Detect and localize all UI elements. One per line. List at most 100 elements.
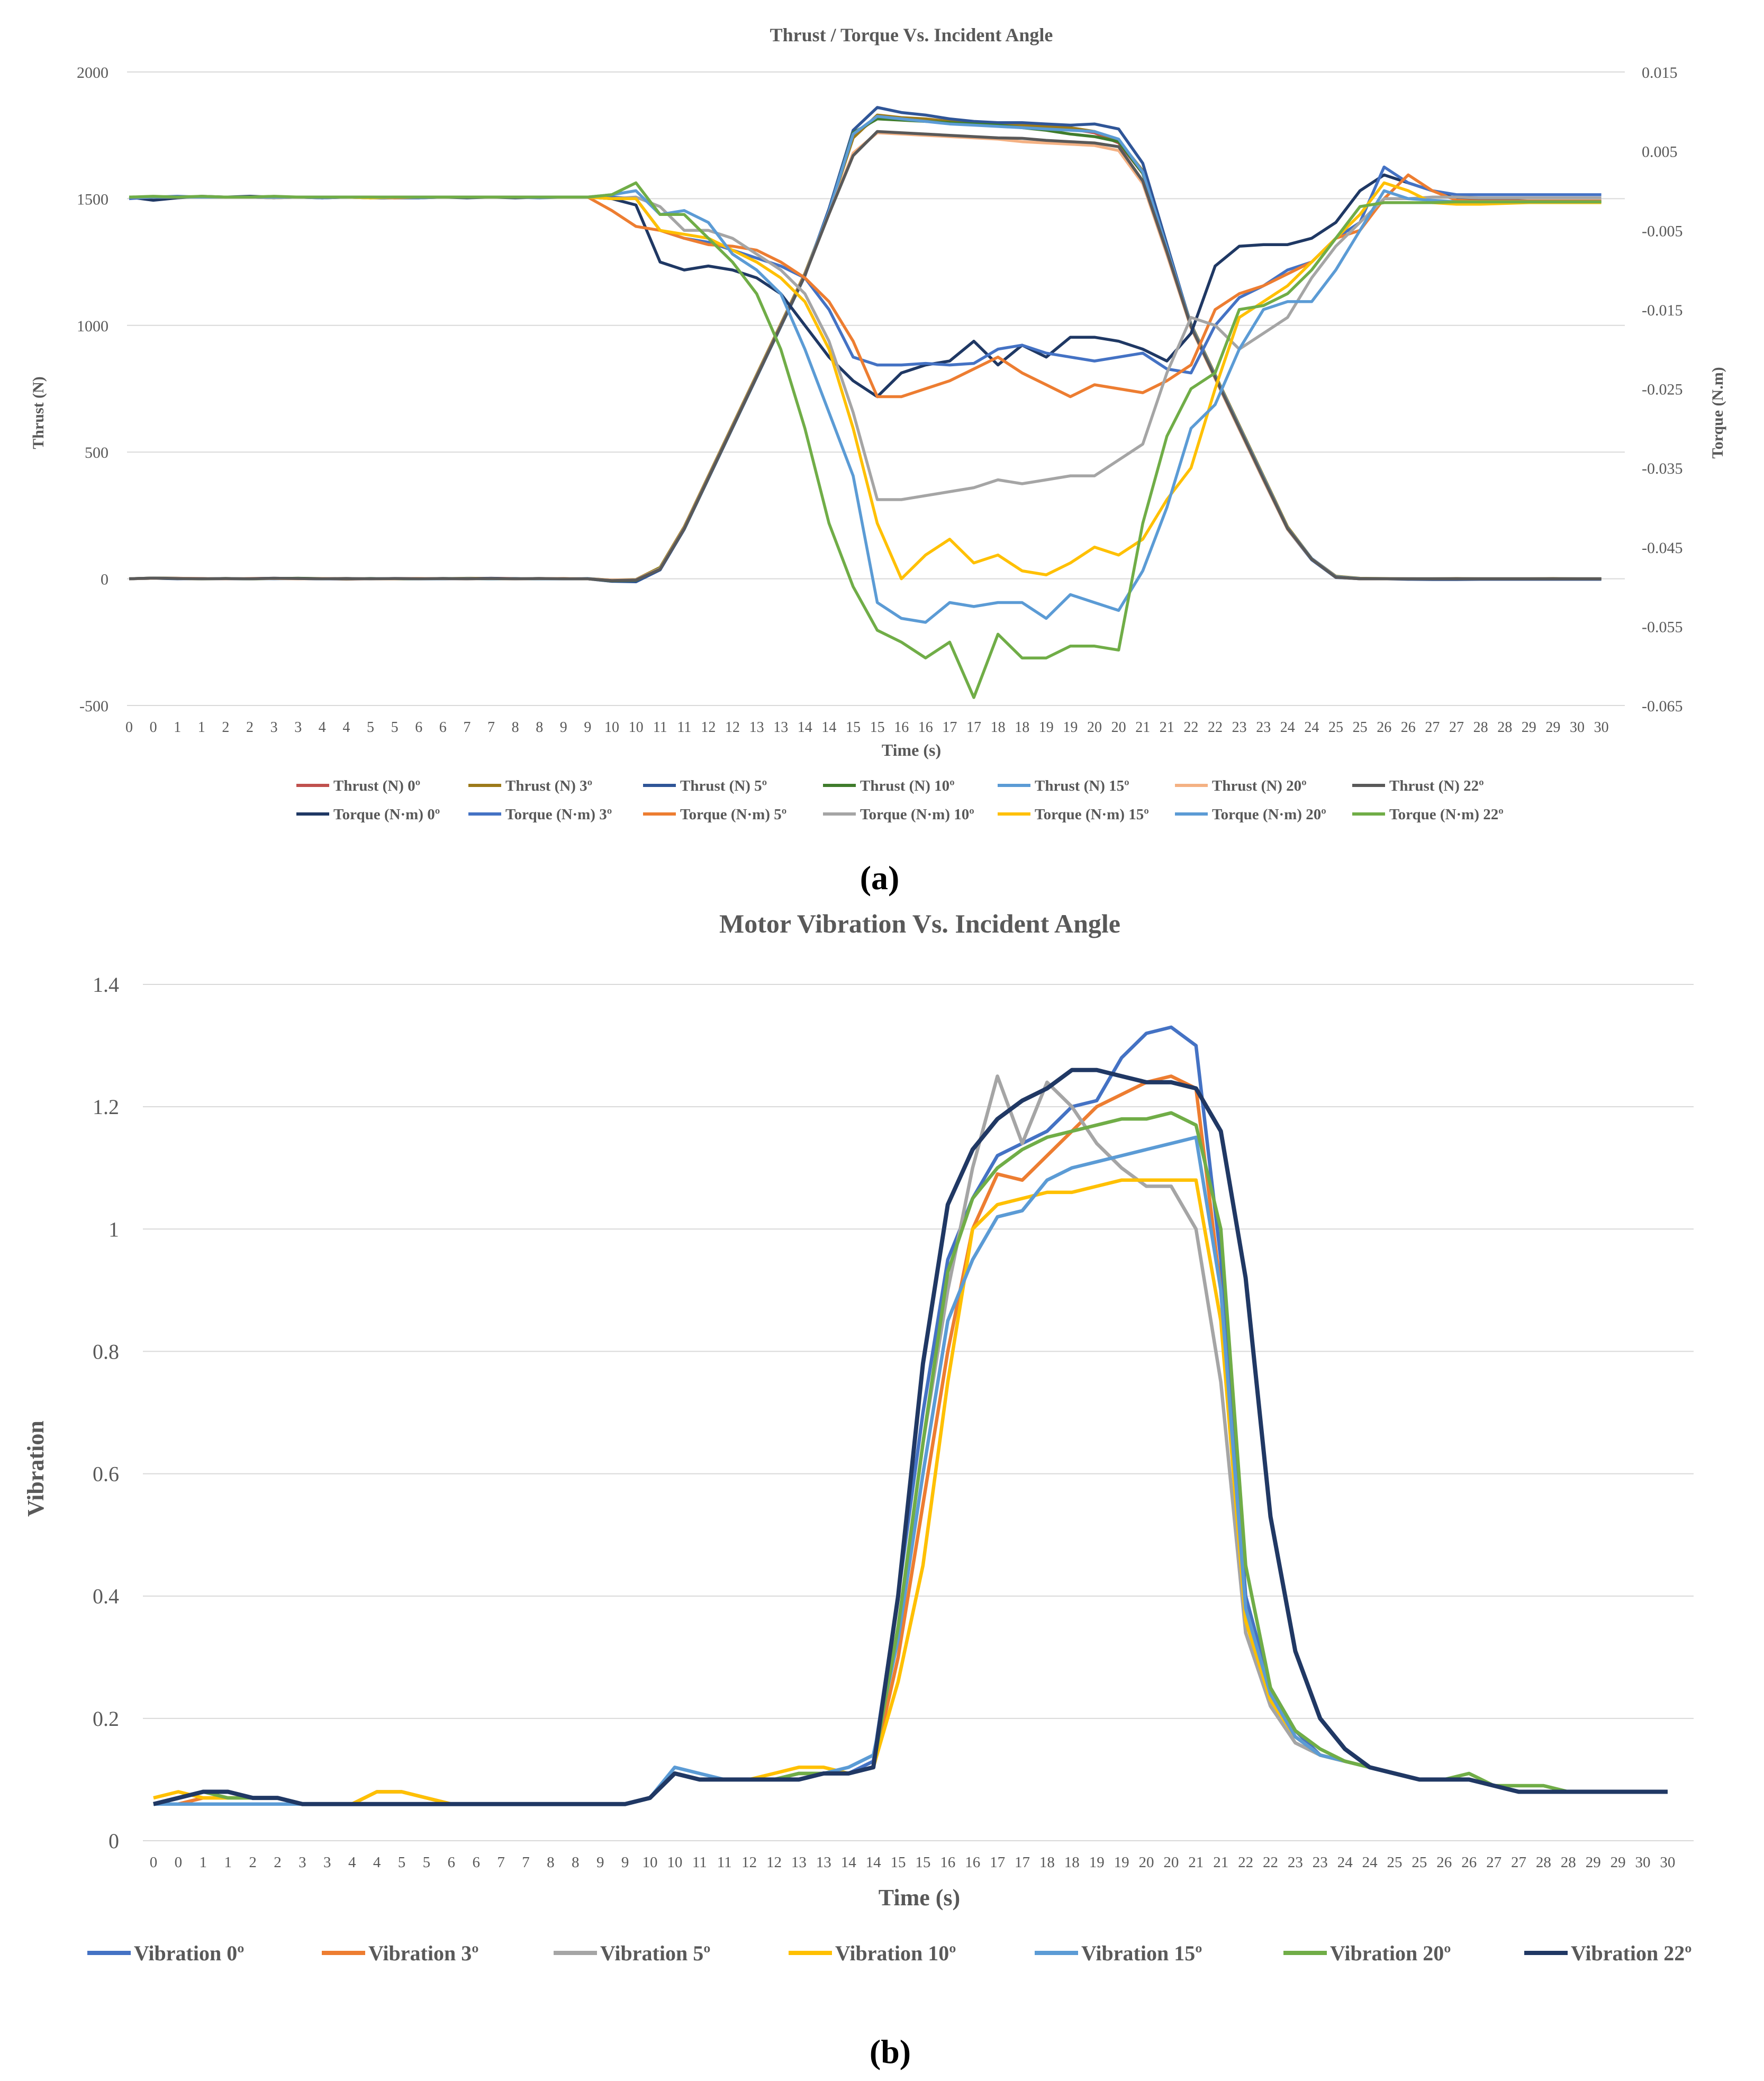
series-line-vibration-20 [153, 1111, 1668, 1806]
chart-a-left-axis: -500 0 500 1000 1500 2000 [77, 64, 108, 715]
x-tick-label: 30 [1660, 1854, 1675, 1871]
y2-tick-label: 0.015 [1642, 64, 1678, 82]
x-tick-label: 5 [398, 1854, 406, 1871]
chart-thrust-torque: Thrust / Torque Vs. Incident Angle -500 0… [30, 24, 1726, 897]
x-tick-label: 12 [766, 1854, 782, 1871]
x-tick-label: 13 [773, 719, 788, 736]
series-line-vibration-3 [153, 1074, 1668, 1806]
x-tick-label: 13 [749, 719, 764, 736]
x-tick-label: 21 [1213, 1854, 1228, 1871]
x-tick-label: 16 [965, 1854, 980, 1871]
x-tick-label: 6 [439, 719, 447, 736]
legend-item-vibration-5: Vibration 5º [554, 1941, 710, 1965]
x-tick-label: 29 [1611, 1854, 1626, 1871]
series-line-thrust-n-20 [129, 131, 1602, 582]
x-tick-label: 27 [1486, 1854, 1501, 1871]
x-tick-label: 23 [1288, 1854, 1303, 1871]
x-tick-label: 1 [174, 719, 181, 736]
x-tick-label: 25 [1387, 1854, 1403, 1871]
x-tick-label: 24 [1280, 719, 1295, 736]
legend-item-vibration-0: Vibration 0º [87, 1941, 244, 1965]
series-line-torque-n-m-15 [129, 181, 1602, 581]
x-tick-label: 16 [918, 719, 933, 736]
x-tick-label: 4 [373, 1854, 381, 1871]
chart-b-title: Motor Vibration Vs. Incident Angle [719, 909, 1120, 938]
x-tick-label: 29 [1586, 1854, 1601, 1871]
chart-b-y-axis: 0 0.2 0.4 0.6 0.8 1 1.2 1.4 [93, 973, 119, 1853]
x-tick-label: 30 [1570, 719, 1585, 736]
chart-b-caption: (b) [870, 2033, 911, 2070]
x-tick-label: 13 [816, 1854, 831, 1871]
x-tick-label: 3 [323, 1854, 331, 1871]
series-line-torque-n-m-5 [129, 173, 1602, 399]
x-tick-label: 24 [1337, 1854, 1353, 1871]
x-tick-label: 2 [246, 719, 254, 736]
x-tick-label: 1 [224, 1854, 232, 1871]
chart-b-x-axis: 0 0 1 1 2 2 3 3 4 4 5 5 6 6 7 7 8 8 9 9 10 10 11 11 12 12 13 13 14 14… [150, 1854, 1676, 1871]
x-tick-label: 17 [1015, 1854, 1030, 1871]
x-tick-label: 25 [1412, 1854, 1427, 1871]
x-tick-label: 14 [841, 1854, 857, 1871]
x-tick-label: 23 [1313, 1854, 1328, 1871]
y-tick-label: 1 [108, 1217, 119, 1241]
x-tick-label: 12 [725, 719, 740, 736]
x-tick-label: 3 [294, 719, 302, 736]
x-tick-label: 17 [942, 719, 957, 736]
x-tick-label: 24 [1304, 719, 1319, 736]
legend-label: Torque (N·m) 10º [860, 806, 974, 823]
chart-b-series [153, 1025, 1668, 1806]
y-tick-label: 0.6 [93, 1462, 119, 1486]
x-tick-label: 21 [1160, 719, 1174, 736]
y2-tick-label: -0.035 [1642, 460, 1683, 477]
y2-tick-label: -0.005 [1642, 222, 1683, 240]
x-tick-label: 26 [1461, 1854, 1477, 1871]
x-tick-label: 27 [1449, 719, 1464, 736]
x-tick-label: 20 [1163, 1854, 1179, 1871]
x-tick-label: 11 [692, 1854, 707, 1871]
y-tick-label: 0 [101, 571, 108, 589]
y2-tick-label: -0.065 [1642, 698, 1683, 715]
legend-item-thrust-n-5: Thrust (N) 5º [643, 777, 767, 794]
y2-tick-label: 0.005 [1642, 143, 1678, 161]
x-tick-label: 11 [717, 1854, 732, 1871]
y-tick-label: 0 [108, 1829, 119, 1853]
x-tick-label: 15 [891, 1854, 906, 1871]
x-tick-label: 27 [1511, 1854, 1526, 1871]
x-tick-label: 7 [497, 1854, 505, 1871]
legend-item-thrust-n-0: Thrust (N) 0º [296, 777, 420, 794]
legend-label: Thrust (N) 3º [505, 777, 592, 794]
legend-label: Torque (N·m) 0º [333, 806, 440, 823]
x-tick-label: 19 [1114, 1854, 1129, 1871]
x-tick-label: 19 [1089, 1854, 1105, 1871]
x-tick-label: 21 [1135, 719, 1150, 736]
legend-label: Vibration 20º [1330, 1941, 1451, 1965]
chart-a-series [129, 106, 1602, 699]
legend-label: Torque (N·m) 20º [1212, 806, 1326, 823]
x-tick-label: 14 [866, 1854, 882, 1871]
x-tick-label: 8 [572, 1854, 580, 1871]
chart-a-x-axis: 0 0 1 1 2 2 3 3 4 4 5 5 6 6 7 7 8 8 9 9 10 10 11 11 12 12 13 13 14 14… [125, 719, 1609, 736]
x-tick-label: 7 [487, 719, 495, 736]
x-tick-label: 10 [667, 1854, 682, 1871]
x-tick-label: 0 [175, 1854, 183, 1871]
x-tick-label: 3 [270, 719, 278, 736]
legend-label: Vibration 0º [134, 1941, 244, 1965]
chart-a-title: Thrust / Torque Vs. Incident Angle [770, 24, 1053, 46]
x-tick-label: 26 [1401, 719, 1416, 736]
series-line-torque-n-m-10 [129, 195, 1602, 501]
x-tick-label: 18 [1064, 1854, 1080, 1871]
legend-label: Vibration 5º [600, 1941, 710, 1965]
x-tick-label: 10 [629, 719, 644, 736]
y-tick-label: 1.2 [93, 1095, 119, 1119]
x-tick-label: 4 [319, 719, 326, 736]
x-tick-label: 10 [643, 1854, 658, 1871]
x-tick-label: 22 [1183, 719, 1198, 736]
y2-tick-label: -0.015 [1642, 302, 1683, 319]
legend-item-vibration-15: Vibration 15º [1035, 1941, 1202, 1965]
x-tick-label: 17 [990, 1854, 1005, 1871]
legend-item-thrust-n-10: Thrust (N) 10º [823, 777, 955, 794]
y-tick-label: 1000 [77, 318, 108, 335]
x-tick-label: 1 [198, 719, 205, 736]
x-tick-label: 14 [798, 719, 812, 736]
legend-label: Vibration 3º [368, 1941, 478, 1965]
